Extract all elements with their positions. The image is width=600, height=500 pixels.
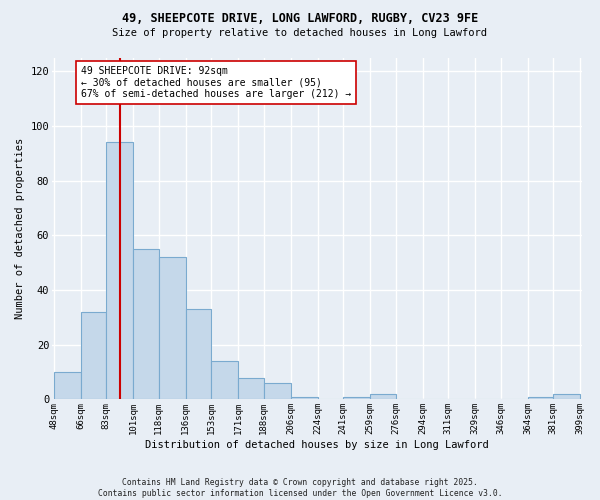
- Bar: [185, 309, 211, 400]
- Bar: [343, 396, 370, 400]
- Text: 49 SHEEPCOTE DRIVE: 92sqm
← 30% of detached houses are smaller (95)
67% of semi-: 49 SHEEPCOTE DRIVE: 92sqm ← 30% of detac…: [80, 66, 351, 99]
- Bar: [133, 249, 158, 400]
- Bar: [263, 383, 290, 400]
- Bar: [528, 396, 553, 400]
- Bar: [211, 361, 238, 400]
- Bar: [290, 396, 318, 400]
- Bar: [158, 257, 185, 400]
- Y-axis label: Number of detached properties: Number of detached properties: [15, 138, 25, 319]
- Bar: [553, 394, 580, 400]
- Text: 49, SHEEPCOTE DRIVE, LONG LAWFORD, RUGBY, CV23 9FE: 49, SHEEPCOTE DRIVE, LONG LAWFORD, RUGBY…: [122, 12, 478, 26]
- Bar: [80, 312, 106, 400]
- Bar: [106, 142, 133, 400]
- Text: Contains HM Land Registry data © Crown copyright and database right 2025.
Contai: Contains HM Land Registry data © Crown c…: [98, 478, 502, 498]
- Bar: [238, 378, 263, 400]
- Text: Size of property relative to detached houses in Long Lawford: Size of property relative to detached ho…: [113, 28, 487, 38]
- Bar: [53, 372, 80, 400]
- Bar: [370, 394, 396, 400]
- X-axis label: Distribution of detached houses by size in Long Lawford: Distribution of detached houses by size …: [145, 440, 489, 450]
